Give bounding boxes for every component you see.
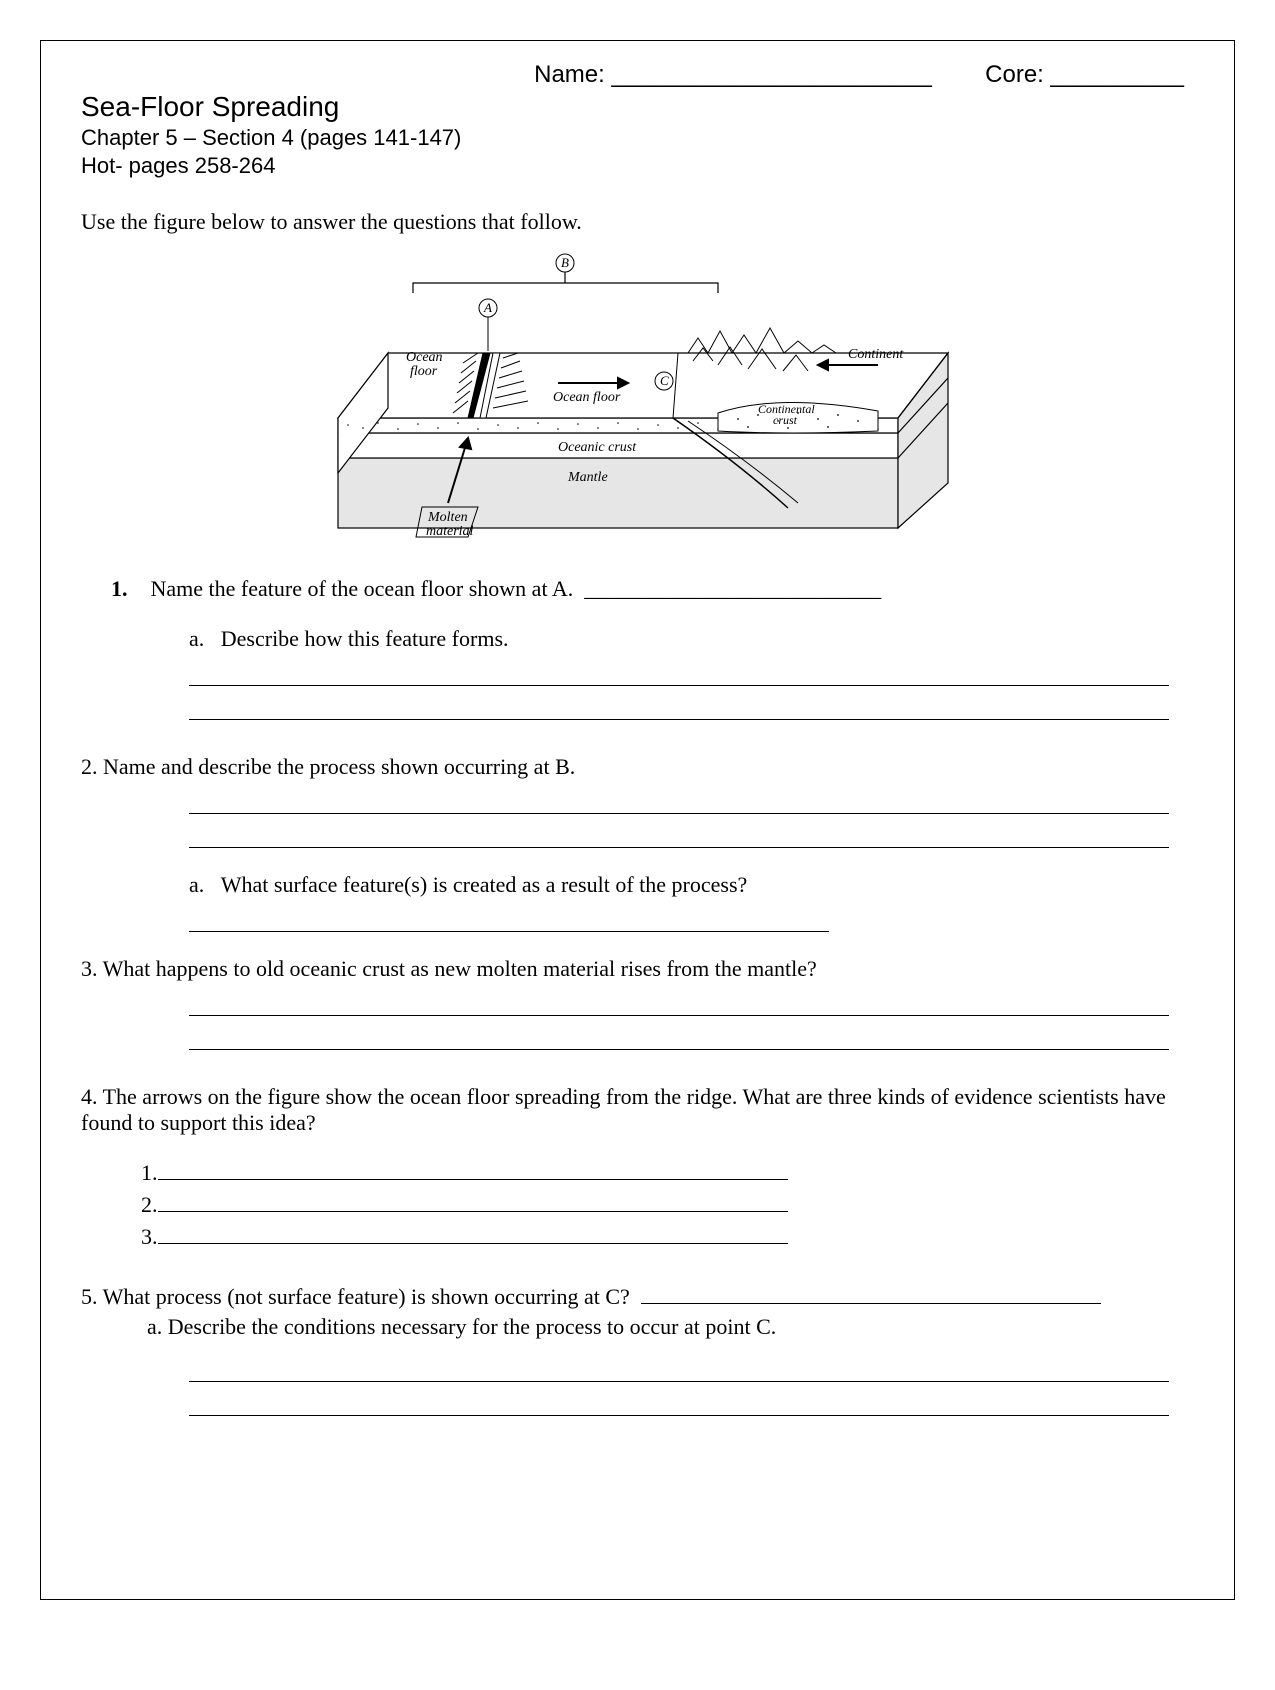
question-5: 5. What process (not surface feature) is… xyxy=(81,1284,1194,1310)
question-2: 2. Name and describe the process shown o… xyxy=(81,754,1194,780)
answer-line[interactable] xyxy=(189,792,1169,814)
name-label: Name: xyxy=(534,61,605,88)
answer-line[interactable] xyxy=(189,1394,1169,1416)
page-title: Sea-Floor Spreading xyxy=(81,91,1194,123)
q1a: a. Describe how this feature forms. xyxy=(189,626,1194,652)
answer-line[interactable] xyxy=(189,1360,1169,1382)
answer-line[interactable] xyxy=(189,698,1169,720)
label-oceanfloor-m: Ocean floor xyxy=(553,390,621,405)
header-line: Name: ________________________ Core: ___… xyxy=(81,61,1194,89)
answer-line[interactable] xyxy=(189,910,829,932)
q1-blank[interactable]: ___________________________ xyxy=(584,576,881,601)
q1-number: 1. xyxy=(111,576,145,602)
question-1: 1. Name the feature of the ocean floor s… xyxy=(111,576,1194,602)
question-3: 3. What happens to old oceanic crust as … xyxy=(81,956,1194,982)
answer-line[interactable] xyxy=(158,1192,788,1212)
answer-line[interactable] xyxy=(189,826,1169,848)
answer-line[interactable] xyxy=(641,1284,1101,1304)
core-blank[interactable]: __________ xyxy=(1051,61,1184,88)
label-oceanfloor-l: Oceanfloor xyxy=(406,350,443,379)
label-b: B xyxy=(561,255,569,270)
label-c: C xyxy=(660,373,669,388)
subtitle-1: Chapter 5 – Section 4 (pages 141-147) xyxy=(81,125,1194,151)
label-a: A xyxy=(483,300,492,315)
q2a-text: What surface feature(s) is created as a … xyxy=(221,872,748,897)
question-4: 4. The arrows on the figure show the oce… xyxy=(81,1084,1194,1136)
answer-line[interactable] xyxy=(158,1224,788,1244)
q5a: a. Describe the conditions necessary for… xyxy=(147,1314,1194,1340)
answer-line[interactable] xyxy=(189,664,1169,686)
q4-item-1: 1. xyxy=(141,1160,1194,1186)
q1-text: Name the feature of the ocean floor show… xyxy=(151,576,574,601)
q2a: a. What surface feature(s) is created as… xyxy=(189,872,1194,898)
seafloor-diagram: B A C Oceanfloor Ocean floor Continent C… xyxy=(318,253,958,558)
q4-item-3: 3. xyxy=(141,1224,1194,1250)
answer-line[interactable] xyxy=(158,1160,788,1180)
label-molten: Moltenmaterial xyxy=(426,510,474,539)
q1a-text: Describe how this feature forms. xyxy=(221,626,509,651)
q4-item-2: 2. xyxy=(141,1192,1194,1218)
answer-line[interactable] xyxy=(189,994,1169,1016)
subtitle-2: Hot- pages 258-264 xyxy=(81,153,1194,179)
core-label: Core: xyxy=(985,61,1044,88)
worksheet-page: Name: ________________________ Core: ___… xyxy=(40,40,1235,1600)
label-continent: Continent xyxy=(848,347,904,362)
answer-line[interactable] xyxy=(189,1028,1169,1050)
name-blank[interactable]: ________________________ xyxy=(611,61,931,88)
label-mantle: Mantle xyxy=(567,470,608,485)
label-oceaniccrust: Oceanic crust xyxy=(558,440,637,455)
instruction-text: Use the figure below to answer the quest… xyxy=(81,209,1194,235)
